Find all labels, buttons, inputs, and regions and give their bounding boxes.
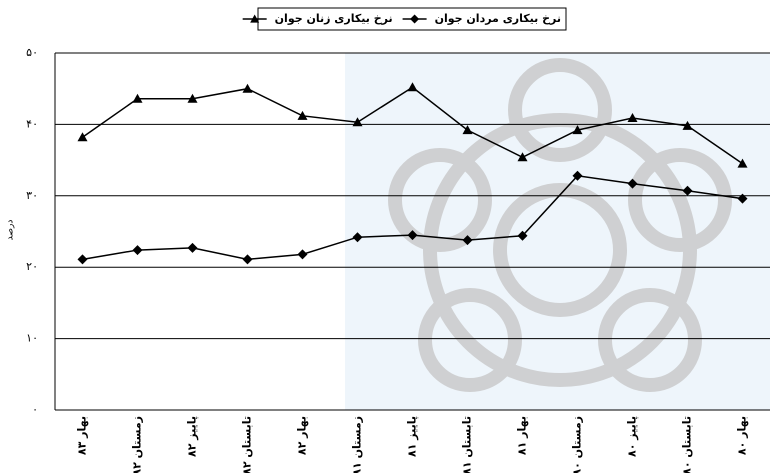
marker <box>627 112 638 122</box>
marker <box>572 170 583 181</box>
marker <box>682 185 693 196</box>
marker <box>627 178 638 189</box>
x-tick-label: پاییز ۸۱ <box>406 416 419 457</box>
marker <box>407 230 418 241</box>
x-tick-label: زمستان ۸۰ <box>571 416 584 473</box>
y-axis-label: درصد <box>6 220 16 241</box>
x-tick-label: تابستان ۸۲ <box>241 416 254 473</box>
marker <box>77 254 88 265</box>
y-tick-label: ۳۰ <box>26 189 38 202</box>
y-tick-label: ۴۰ <box>26 117 38 130</box>
marker <box>407 82 418 92</box>
x-tick-label: پاییز ۸۲ <box>186 416 199 457</box>
marker <box>187 93 198 103</box>
x-tick-label: بهار ۸۰ <box>736 416 749 455</box>
marker <box>352 232 363 243</box>
watermark <box>388 58 732 392</box>
legend-label: نرخ بیکاری مردان جوان <box>435 12 561 25</box>
y-tick-label: ۵۰ <box>26 46 38 59</box>
y-tick-label: ۱۰ <box>26 332 38 345</box>
marker <box>187 242 198 253</box>
marker <box>572 125 583 135</box>
marker <box>242 83 253 93</box>
legend-marker <box>250 14 260 23</box>
marker <box>517 230 528 241</box>
x-tick-label: بهار ۸۳ <box>76 416 89 455</box>
x-tick-label: زمستان ۸۱ <box>351 416 364 473</box>
marker <box>462 235 473 246</box>
marker <box>297 110 308 120</box>
marker <box>737 193 748 204</box>
marker <box>517 152 528 162</box>
marker <box>77 132 88 142</box>
marker <box>462 125 473 135</box>
marker <box>242 254 253 265</box>
x-tick-label: تابستان ۸۱ <box>461 416 474 473</box>
marker <box>132 245 143 256</box>
marker <box>132 93 143 103</box>
x-tick-label: بهار ۸۱ <box>516 416 529 455</box>
legend-marker <box>410 14 420 24</box>
legend-label: نرخ بیکاری زنان جوان <box>275 12 393 25</box>
marker <box>737 158 748 168</box>
x-tick-label: زمستان ۸۲ <box>131 416 144 473</box>
x-tick-label: پاییز ۸۰ <box>626 416 639 457</box>
marker <box>352 117 363 127</box>
marker <box>297 249 308 260</box>
y-tick-label: ۰ <box>32 403 38 416</box>
x-tick-label: بهار ۸۲ <box>296 416 309 455</box>
x-tick-label: تابستان ۸۰ <box>681 416 694 473</box>
y-tick-label: ۲۰ <box>26 260 38 273</box>
marker <box>682 120 693 130</box>
